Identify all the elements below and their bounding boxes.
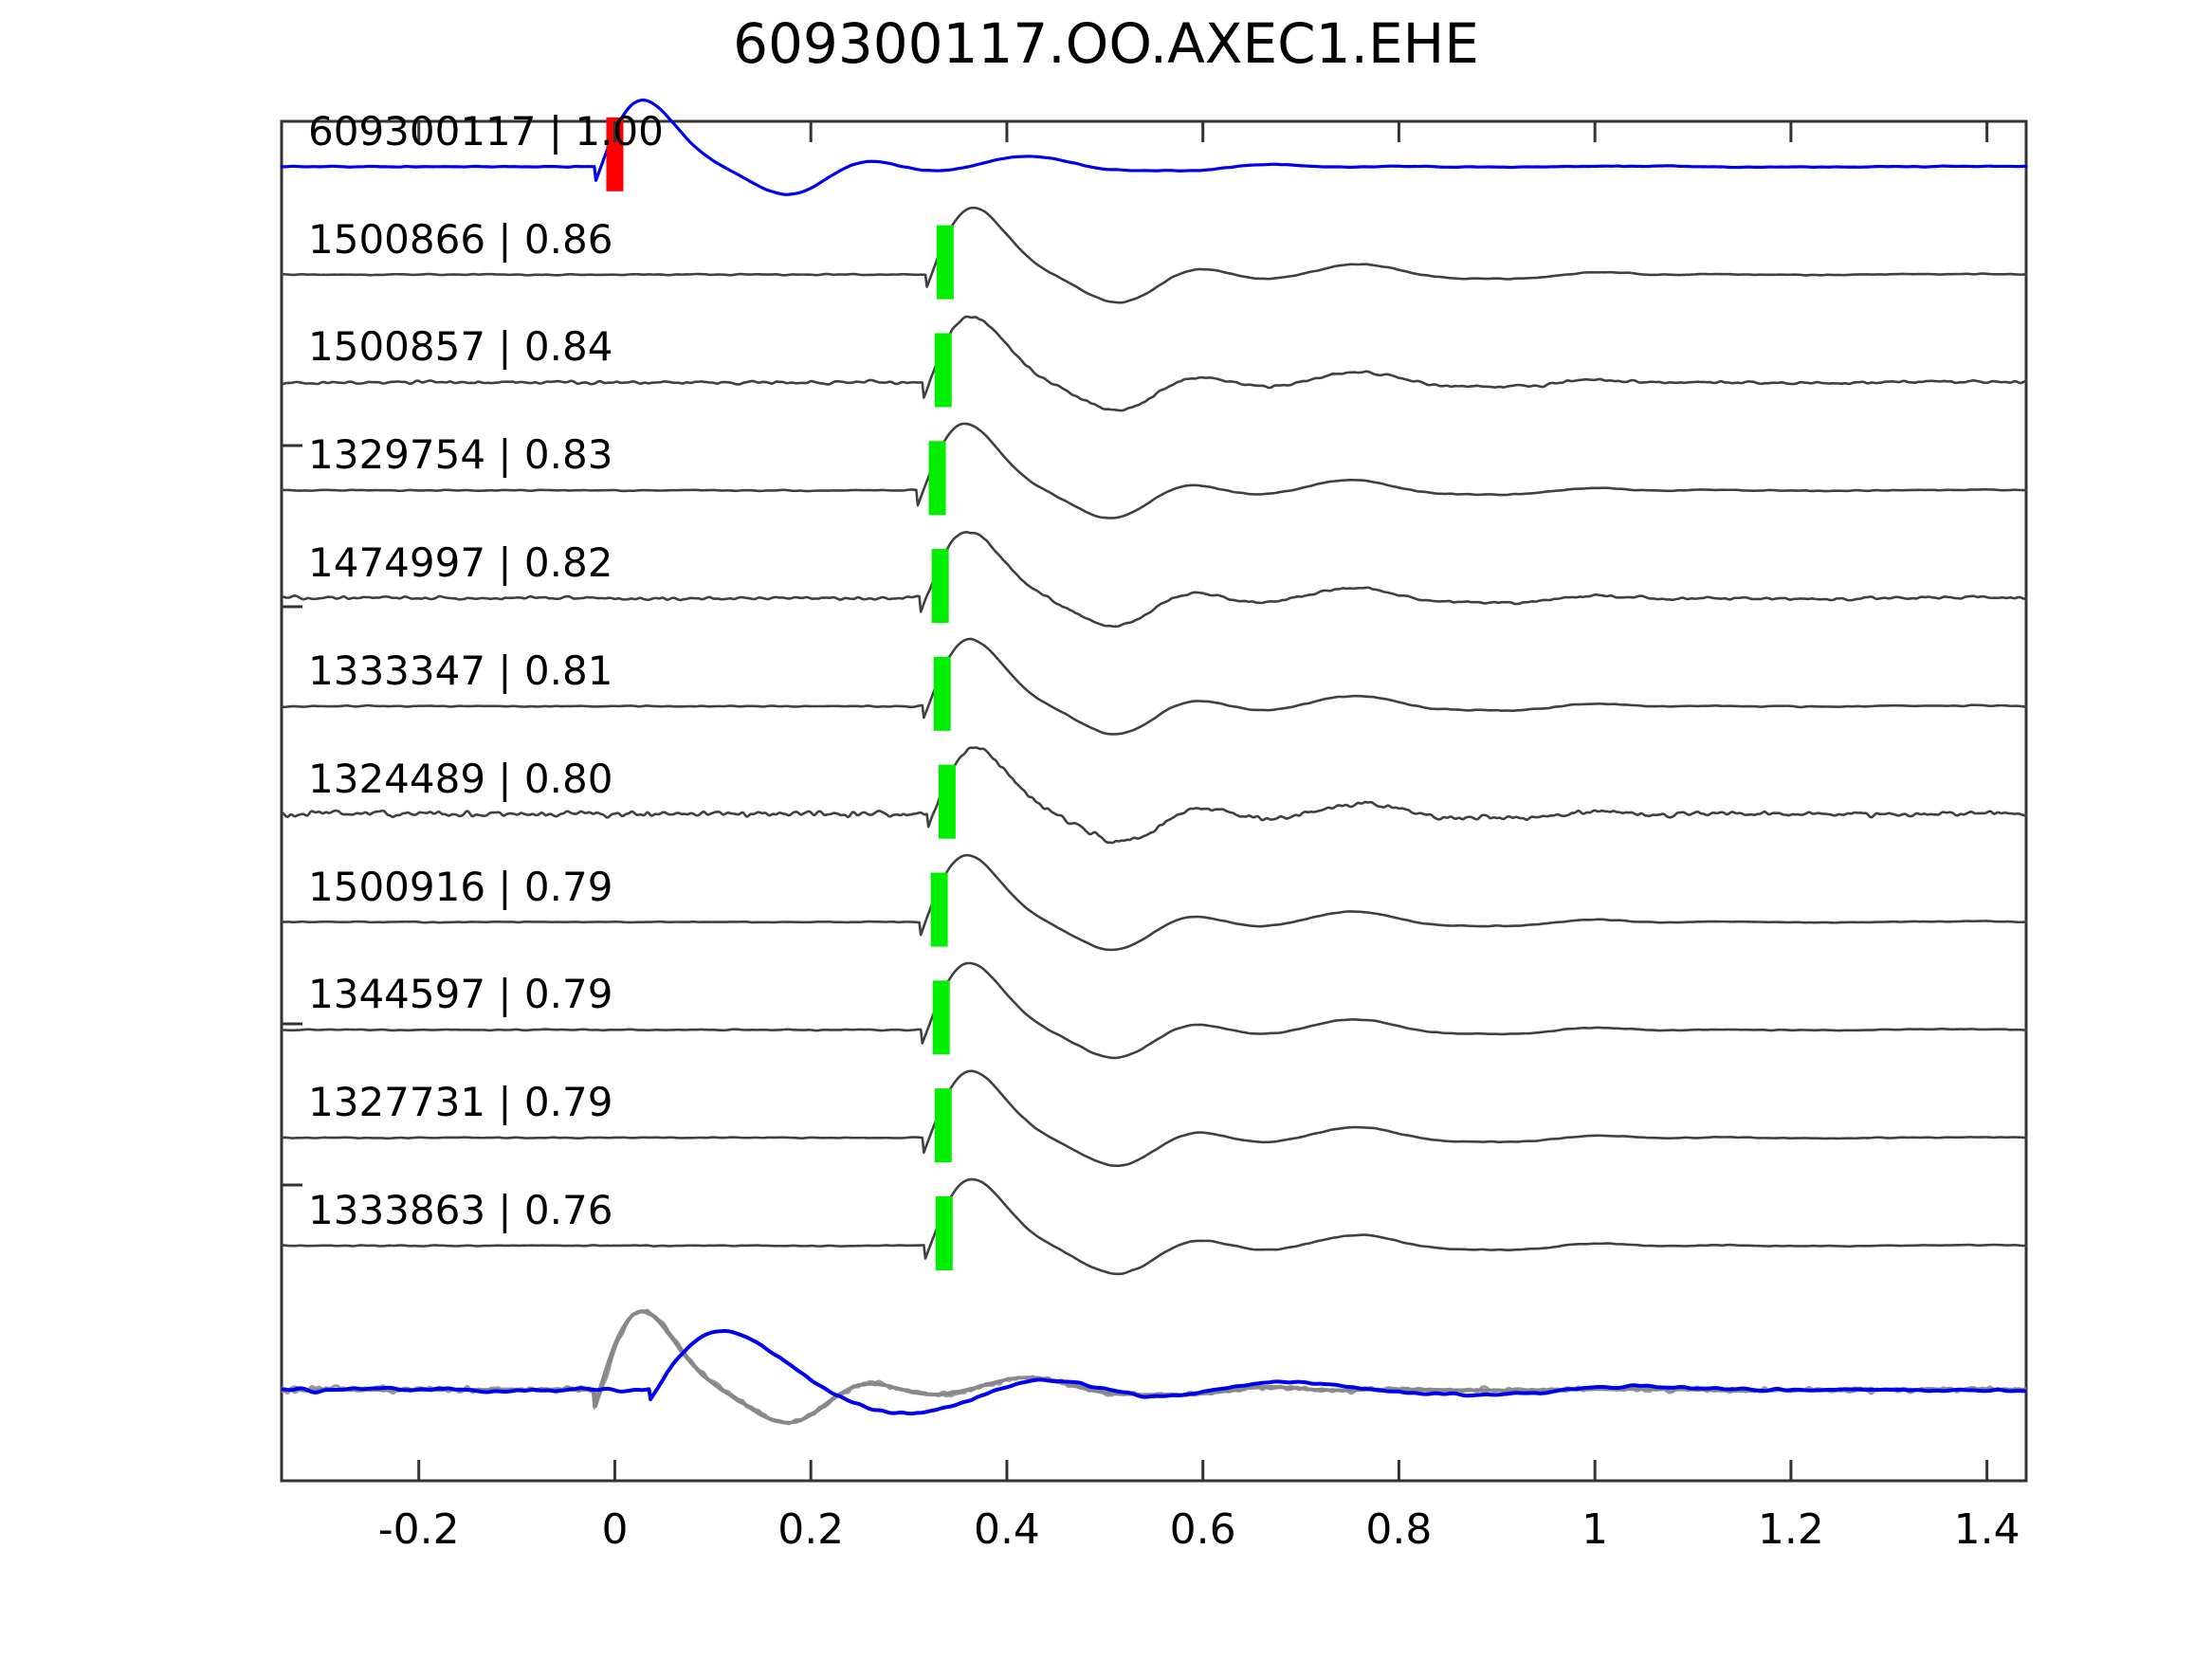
trace-line-1329754: [280, 422, 2028, 520]
trace-line-1474997: [280, 530, 2028, 629]
stack-template-1324489: [281, 1308, 2027, 1426]
x-tick-label-1: 0: [601, 1505, 629, 1554]
pick-marker-1474997: [931, 549, 949, 624]
pick-marker-1333863: [935, 1195, 953, 1270]
x-tick-label-2: 0.2: [777, 1505, 845, 1554]
trace-lines: [280, 98, 2028, 1276]
x-tick-label-4: 0.6: [1169, 1505, 1236, 1554]
trace-line-1333347: [280, 637, 2028, 736]
trace-line-1324489: [280, 746, 2028, 845]
trace-line-1500866: [280, 206, 2028, 304]
stack-overlay: [281, 1308, 2027, 1426]
pick-marker-1327731: [934, 1088, 952, 1163]
stack-template-1329754: [282, 1309, 2027, 1425]
trace-line-609300117: [280, 98, 2028, 196]
x-tick-label-3: 0.4: [973, 1505, 1040, 1554]
x-tick-label-5: 0.8: [1365, 1505, 1433, 1554]
stack-template-1500866: [281, 1309, 2027, 1425]
pick-marker-609300117: [606, 117, 624, 191]
stack-template-1474997: [281, 1309, 2027, 1425]
stack-template-1333863: [281, 1309, 2027, 1425]
pick-marker-1344597: [932, 980, 950, 1055]
pick-marker-1500866: [936, 225, 954, 300]
x-tick-label-7: 1.2: [1757, 1505, 1824, 1554]
pick-marker-1329754: [928, 441, 946, 516]
trace-line-1333863: [280, 1177, 2028, 1276]
stack-template-1500916: [281, 1309, 2027, 1425]
page-title: 609300117.OO.AXEC1.EHE: [733, 11, 1479, 76]
pick-marker-1500857: [934, 333, 952, 408]
trace-line-1344597: [280, 961, 2028, 1060]
stack-template-1500857: [281, 1309, 2027, 1425]
stack-template-1344597: [282, 1309, 2027, 1424]
x-tick-label-6: 1: [1581, 1505, 1609, 1554]
axis-ticks: [282, 121, 1989, 1481]
pick-markers: [606, 117, 956, 1270]
trace-line-1500916: [280, 853, 2028, 952]
stack-master-trace: [281, 1329, 2027, 1416]
pick-marker-1500916: [930, 872, 948, 947]
x-tick-label-0: -0.2: [377, 1505, 460, 1554]
trace-line-1500857: [280, 315, 2028, 412]
trace-line-1327731: [280, 1069, 2028, 1168]
axes-frame: [280, 119, 2028, 1483]
pick-marker-1333347: [933, 656, 951, 731]
x-tick-label-8: 1.4: [1953, 1505, 2020, 1554]
stack-template-1327731: [281, 1309, 2027, 1424]
stack-template-1333347: [281, 1309, 2027, 1425]
pick-marker-1324489: [938, 764, 956, 839]
